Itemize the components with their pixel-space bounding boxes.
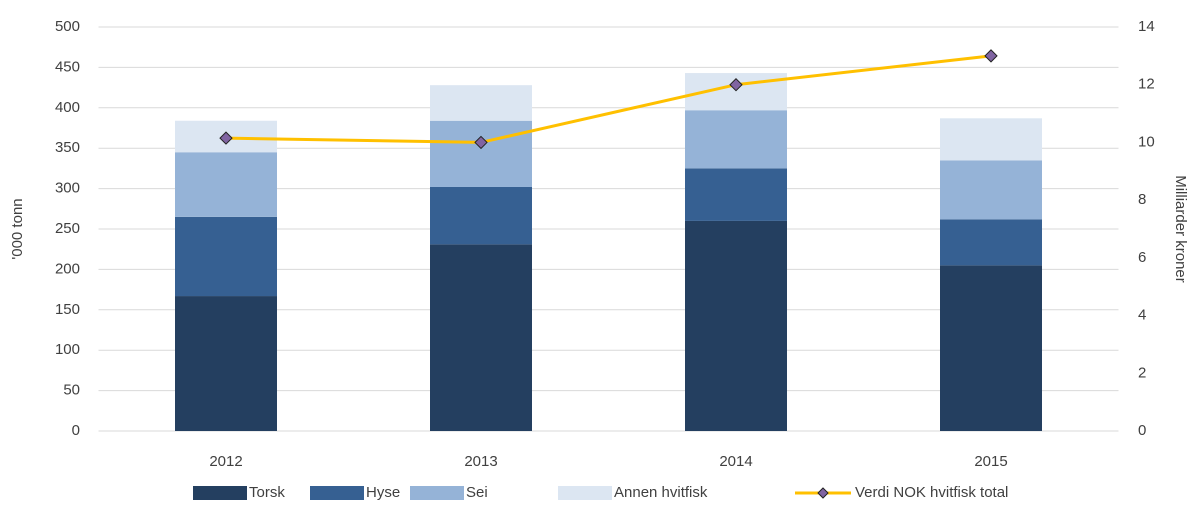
legend-label: Annen hvitfisk	[614, 484, 708, 501]
y-tick-label: 100	[55, 341, 80, 358]
y2-tick-label: 14	[1138, 18, 1155, 35]
bar	[175, 216, 277, 297]
x-tick-label: 2014	[719, 453, 752, 470]
line-marker	[219, 131, 233, 145]
legend-swatch	[310, 486, 364, 500]
x-tick-label: 2013	[464, 453, 497, 470]
legend-label: Sei	[466, 484, 488, 501]
y-tick-label: 300	[55, 180, 80, 197]
y2-axis-label: Milliarder kroner	[1172, 175, 1189, 283]
line-marker	[984, 49, 998, 63]
y-tick-label: 350	[55, 139, 80, 156]
y-tick-label: 250	[55, 220, 80, 237]
x-tick-label: 2015	[974, 453, 1007, 470]
legend-swatch	[410, 486, 464, 500]
legend-swatch	[193, 486, 247, 500]
y-axis-label: '000 tonn	[9, 198, 26, 259]
legend-label: Torsk	[249, 484, 285, 501]
y-tick-label: 500	[55, 18, 80, 35]
y-tick-label: 0	[72, 422, 80, 439]
line-marker	[474, 135, 488, 150]
y-tick-label: 50	[63, 382, 80, 399]
y-tick-label: 150	[55, 301, 80, 318]
legend-swatch	[558, 486, 612, 500]
bar	[430, 244, 532, 431]
bar	[685, 168, 787, 221]
y2-tick-label: 4	[1138, 307, 1146, 324]
bar	[940, 118, 1042, 161]
bar	[430, 186, 532, 245]
bar	[940, 160, 1042, 220]
y2-tick-label: 12	[1138, 76, 1155, 93]
y-tick-label: 450	[55, 58, 80, 75]
bar	[430, 120, 532, 187]
y-tick-label: 200	[55, 260, 80, 277]
y2-tick-label: 2	[1138, 364, 1146, 381]
bar	[175, 152, 277, 217]
y2-tick-label: 10	[1138, 133, 1155, 150]
legend-label: Hyse	[366, 484, 400, 501]
x-tick-label: 2012	[209, 453, 242, 470]
line-marker	[729, 78, 743, 92]
y-tick-label: 400	[55, 99, 80, 116]
y2-tick-label: 0	[1138, 422, 1146, 439]
bar	[685, 110, 787, 169]
bar	[430, 85, 532, 121]
bar	[685, 220, 787, 431]
y2-tick-label: 8	[1138, 191, 1146, 208]
line	[225, 54, 992, 144]
legend-swatch	[817, 487, 829, 499]
legend-label: Verdi NOK hvitfisk total	[855, 484, 1008, 501]
bar	[940, 265, 1042, 431]
bar	[175, 296, 277, 431]
y2-tick-label: 6	[1138, 249, 1146, 266]
bar	[940, 219, 1042, 266]
